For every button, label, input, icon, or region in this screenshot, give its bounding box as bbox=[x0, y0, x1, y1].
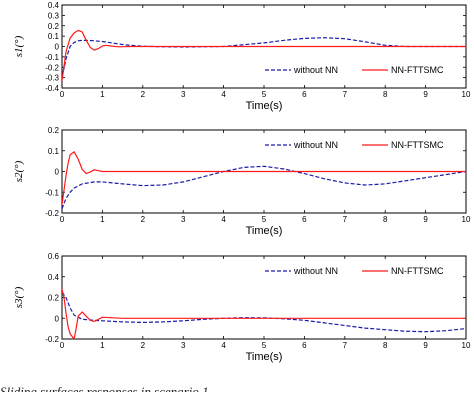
y-tick-label: 0.3 bbox=[48, 11, 60, 20]
x-tick-label: 10 bbox=[462, 341, 471, 350]
x-tick-label: 8 bbox=[383, 90, 388, 99]
y-axis-label: s1(°) bbox=[13, 35, 25, 57]
x-tick-label: 2 bbox=[141, 90, 146, 99]
y-tick-label: 0.1 bbox=[48, 147, 60, 156]
legend-label-without-nn: without NN bbox=[293, 266, 338, 276]
x-tick-label: 0 bbox=[60, 341, 65, 350]
x-tick-label: 9 bbox=[423, 90, 428, 99]
x-tick-label: 0 bbox=[60, 90, 65, 99]
y-tick-label: 0.6 bbox=[48, 252, 60, 261]
x-tick-label: 8 bbox=[383, 215, 388, 224]
y-tick-label: 0.2 bbox=[48, 294, 60, 303]
x-tick-label: 1 bbox=[100, 341, 105, 350]
y-tick-label: -0.1 bbox=[45, 53, 59, 62]
x-tick-label: 7 bbox=[343, 215, 348, 224]
x-tick-label: 4 bbox=[221, 341, 226, 350]
x-axis-label: Time(s) bbox=[246, 351, 283, 363]
x-tick-label: 4 bbox=[221, 90, 226, 99]
y-tick-label: 0.2 bbox=[48, 126, 60, 135]
legend-label-without-nn: without NN bbox=[293, 65, 338, 75]
y-tick-label: -0.3 bbox=[45, 74, 59, 83]
y-tick-label: -0.1 bbox=[45, 188, 59, 197]
x-tick-label: 8 bbox=[383, 341, 388, 350]
x-axis-label: Time(s) bbox=[246, 225, 283, 237]
y-tick-label: 0 bbox=[55, 168, 60, 177]
y-tick-label: 0 bbox=[55, 314, 60, 323]
figure-caption: Sliding surfaces responses in scenario 1 bbox=[0, 384, 209, 399]
x-tick-label: 9 bbox=[423, 341, 428, 350]
x-tick-label: 6 bbox=[302, 90, 307, 99]
chart-panel-3: 0 1 2 3 4 5 6 7 8 9 10-0.200.20.40.6Time(s)s3(°)wi… bbox=[13, 252, 471, 363]
y-tick-label: -0.2 bbox=[45, 209, 59, 218]
plot-frame bbox=[61, 255, 467, 340]
x-tick-label: 3 bbox=[181, 341, 186, 350]
y-axis-label: s3(°) bbox=[13, 286, 25, 308]
x-tick-label: 1 bbox=[100, 215, 105, 224]
x-tick-label: 10 bbox=[462, 90, 471, 99]
y-tick-label: -0.4 bbox=[45, 84, 59, 93]
x-tick-label: 2 bbox=[141, 341, 146, 350]
series-line-nn-fttsmc bbox=[62, 150, 466, 205]
x-tick-label: 2 bbox=[141, 215, 146, 224]
series-line-nn-fttsmc bbox=[62, 289, 466, 339]
x-tick-label: 4 bbox=[221, 215, 226, 224]
y-tick-label: 0 bbox=[55, 43, 60, 52]
x-tick-label: 1 bbox=[100, 90, 105, 99]
x-tick-label: 0 bbox=[60, 215, 65, 224]
x-tick-label: 5 bbox=[262, 215, 267, 224]
x-tick-label: 3 bbox=[181, 215, 186, 224]
y-tick-label: -0.2 bbox=[45, 63, 59, 72]
x-tick-label: 5 bbox=[262, 341, 267, 350]
legend-label-nn-fttsmc: NN-FTTSMC bbox=[391, 140, 444, 150]
x-tick-label: 7 bbox=[343, 341, 348, 350]
y-tick-label: 0.4 bbox=[48, 273, 60, 282]
x-axis-label: Time(s) bbox=[246, 100, 283, 112]
legend-label-nn-fttsmc: NN-FTTSMC bbox=[391, 266, 444, 276]
y-tick-label: -0.2 bbox=[45, 335, 59, 344]
series-line-nn-fttsmc bbox=[62, 29, 466, 81]
x-tick-label: 5 bbox=[262, 90, 267, 99]
x-tick-label: 10 bbox=[462, 215, 471, 224]
x-tick-label: 9 bbox=[423, 215, 428, 224]
y-axis-label: s2(°) bbox=[13, 160, 25, 182]
x-tick-label: 3 bbox=[181, 90, 186, 99]
y-tick-label: 0.1 bbox=[48, 32, 60, 41]
legend-label-without-nn: without NN bbox=[293, 140, 338, 150]
chart-panel-1: 0 1 2 3 4 5 6 7 8 9 10-0.4-0.3-0.2-0.100.10.20.30.… bbox=[13, 1, 471, 112]
x-tick-label: 6 bbox=[302, 215, 307, 224]
y-tick-label: 0.2 bbox=[48, 22, 60, 31]
x-tick-label: 7 bbox=[343, 90, 348, 99]
sliding-surface-figure: 0 1 2 3 4 5 6 7 8 9 10-0.4-0.3-0.2-0.100.10.20.30.… bbox=[13, 1, 471, 363]
chart-panel-2: 0 1 2 3 4 5 6 7 8 9 10 -0.2 -0.1 0 0.1 0.2 Time(s) s2(°) w… bbox=[13, 126, 471, 237]
x-tick-label: 6 bbox=[302, 341, 307, 350]
y-tick-label: 0.4 bbox=[48, 1, 60, 10]
legend-label-nn-fttsmc: NN-FTTSMC bbox=[391, 65, 444, 75]
